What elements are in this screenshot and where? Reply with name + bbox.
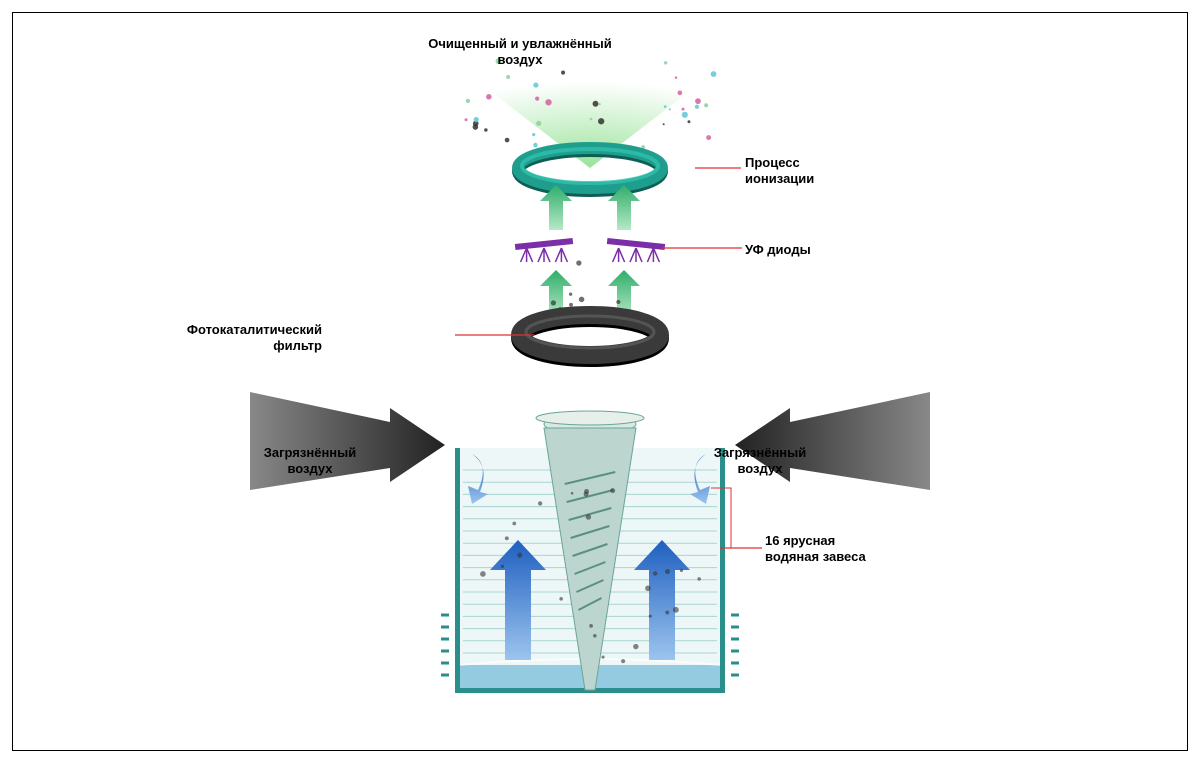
diagram-svg — [0, 0, 1200, 763]
label-ionization: Процесс ионизации — [745, 155, 814, 186]
label-uv-diodes: УФ диоды — [745, 242, 811, 258]
label-photo-filter: Фотокаталитический фильтр — [187, 322, 322, 353]
label-dirty-air-left: Загрязнённый воздух — [264, 445, 357, 476]
label-water-curtain: 16 ярусная водяная завеса — [765, 533, 866, 564]
label-clean-air: Очищенный и увлажнённый воздух — [428, 36, 612, 67]
label-dirty-air-right: Загрязнённый воздух — [714, 445, 807, 476]
